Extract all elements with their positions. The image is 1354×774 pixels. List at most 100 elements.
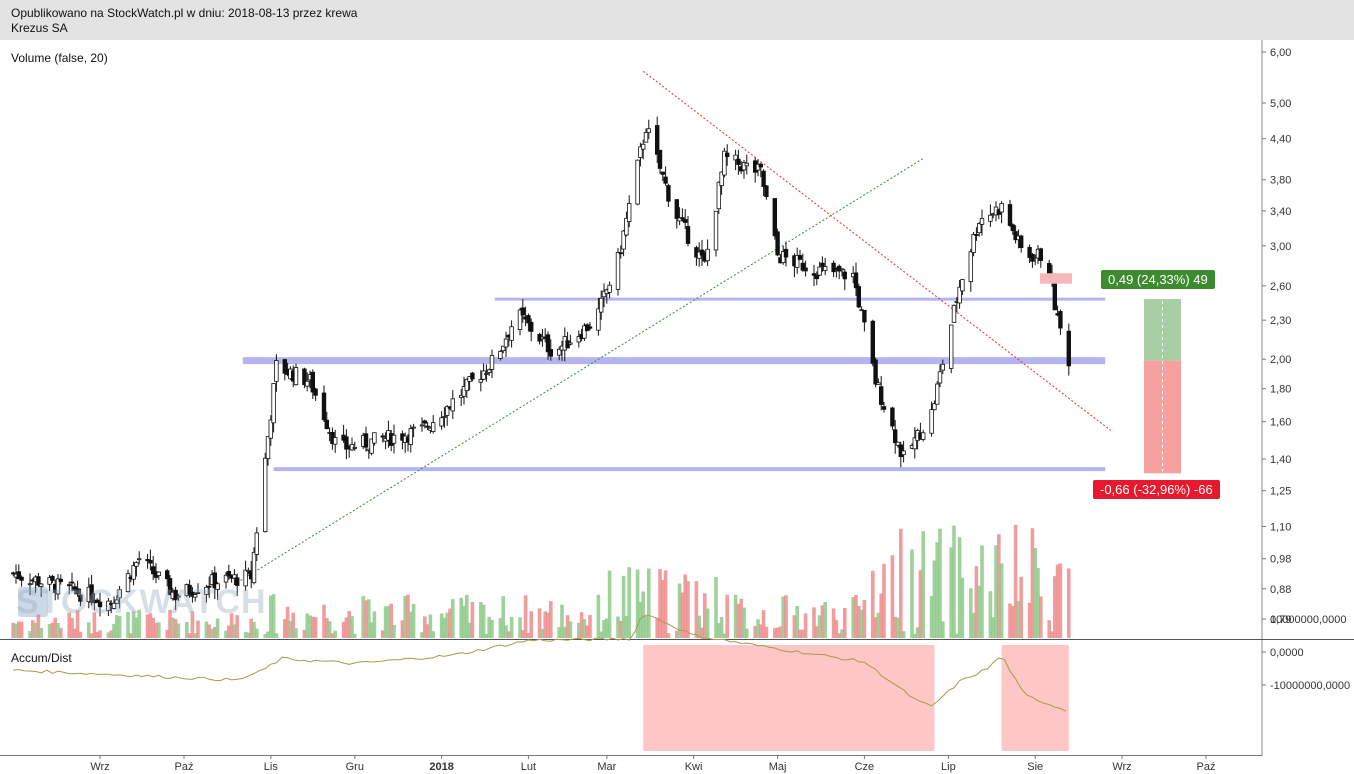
volume-bar — [854, 594, 858, 638]
volume-bar — [367, 599, 371, 638]
candle-body — [635, 159, 640, 205]
candle-body — [47, 577, 52, 585]
candle-body — [97, 601, 103, 608]
candle-body — [489, 354, 495, 370]
candle-body — [736, 158, 741, 165]
volume-bar — [89, 633, 94, 638]
volume-bar — [644, 615, 648, 638]
volume-bar — [291, 612, 295, 638]
volume-bar — [585, 625, 589, 638]
volume-bar — [781, 596, 785, 638]
candle-body — [442, 416, 447, 418]
volume-bar — [719, 616, 724, 638]
volume-bar — [717, 623, 721, 638]
volume-bar — [333, 630, 337, 638]
volume-bar — [658, 569, 662, 638]
candle-body — [439, 417, 444, 427]
volume-bar — [383, 606, 388, 638]
volume-bar — [283, 619, 287, 638]
candle-body — [271, 383, 276, 424]
candle-body — [800, 262, 805, 271]
volume-bar — [481, 604, 486, 638]
volume-bar — [1050, 631, 1054, 638]
candle-body — [901, 450, 906, 455]
volume-bar — [47, 623, 52, 638]
candle-body — [517, 309, 523, 330]
volume-bar — [504, 625, 508, 638]
time-tick-label: Lis — [264, 761, 279, 773]
volume-bar — [403, 596, 407, 638]
candle-body — [932, 403, 937, 411]
stockwatch-logo-icon — [18, 587, 48, 617]
volume-bar — [549, 601, 553, 638]
candle-body — [156, 571, 161, 576]
volume-bar — [820, 605, 825, 638]
candle-body — [419, 424, 425, 427]
time-tick-label: Mar — [597, 761, 616, 773]
candle-body — [596, 308, 601, 331]
volume-bar — [722, 633, 727, 638]
candle-body — [988, 214, 993, 222]
volume-bar — [1011, 605, 1015, 638]
volume-bar — [929, 596, 934, 638]
candle-body — [615, 252, 621, 290]
candle-body — [921, 432, 926, 440]
volume-bar — [109, 630, 113, 638]
candle-body — [246, 569, 251, 572]
candle-body — [641, 143, 646, 150]
time-tick-label: Lut — [521, 761, 536, 773]
volume-bar — [624, 615, 629, 638]
volume-bar — [526, 633, 531, 638]
volume-bar — [325, 618, 329, 638]
volume-bar — [893, 616, 897, 638]
volume-bar — [605, 618, 609, 638]
volume-bar — [215, 618, 220, 638]
volume-bar — [73, 628, 77, 638]
candle-body — [481, 370, 486, 380]
candle-body — [1058, 311, 1063, 329]
candle-body — [226, 571, 231, 577]
volume-bar — [288, 620, 293, 638]
volume-bar — [596, 594, 601, 638]
candle-body — [545, 334, 551, 353]
volume-bar — [31, 620, 35, 638]
candle-body — [960, 279, 965, 292]
candle-body — [937, 371, 943, 384]
volume-bar — [439, 613, 444, 638]
candle-body — [444, 406, 450, 416]
volume-bar — [823, 602, 827, 638]
volume-bar — [1033, 547, 1037, 638]
candle-body — [646, 128, 651, 134]
candle-body — [10, 572, 16, 575]
volume-bar — [565, 615, 570, 638]
candle-body — [58, 578, 63, 582]
candle-body — [232, 574, 237, 579]
candle-body — [39, 583, 44, 587]
candle-body — [450, 398, 455, 412]
gain-badge: 0,49 (24,33%) 49 — [1101, 270, 1215, 289]
candle-body — [313, 388, 318, 396]
volume-bar — [619, 620, 623, 638]
volume-bar — [285, 606, 290, 638]
volume-bar — [409, 611, 413, 638]
candle-body — [50, 575, 55, 581]
volume-bar — [882, 563, 886, 638]
time-tick-label: 2018 — [429, 761, 453, 773]
time-tick-label: Paź — [1197, 761, 1216, 773]
candle-body — [719, 171, 724, 186]
volume-bar — [742, 607, 746, 638]
candle-body — [78, 594, 83, 602]
volume-bar — [775, 627, 780, 638]
candle-body — [134, 562, 139, 567]
volume-bar — [862, 600, 867, 638]
volume-bar — [389, 603, 393, 638]
candle-body — [254, 532, 259, 555]
volume-bar — [87, 622, 91, 638]
candle-body — [461, 386, 467, 397]
volume-bar — [697, 615, 701, 638]
candle-body — [674, 199, 679, 219]
published-line: Opublikowano na StockWatch.pl w dniu: 20… — [11, 6, 358, 20]
candle-body — [344, 436, 349, 450]
candle-body — [425, 425, 430, 428]
